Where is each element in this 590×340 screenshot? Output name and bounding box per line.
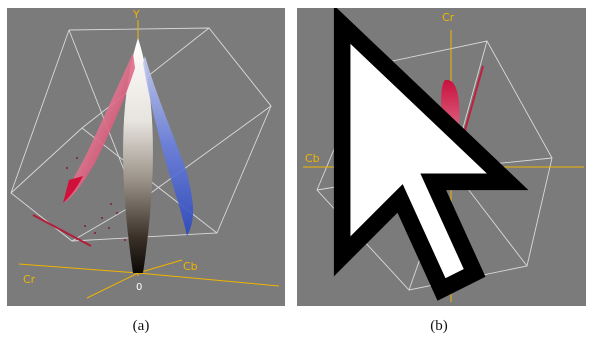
ycbcr-3d-view-panel[interactable]: Y Cr Cb 0	[7, 8, 285, 306]
red-cluster	[63, 53, 135, 203]
red-trail	[32, 214, 92, 247]
origin-label: 0	[136, 282, 143, 293]
cbcr-top-view-panel[interactable]: Cr Cb	[297, 8, 586, 306]
blue-cluster	[143, 56, 194, 236]
red-cluster-tip	[63, 176, 83, 203]
cr-axis-label: Cr	[23, 273, 36, 286]
cb-axis-label: Cb	[183, 260, 198, 273]
y-axis-label: Y	[133, 8, 140, 21]
luma-spindle	[123, 38, 153, 273]
scatter-dots	[66, 157, 126, 241]
mouse-cursor-icon	[333, 8, 529, 301]
caption-b: (b)	[430, 318, 448, 334]
caption-a: (a)	[132, 318, 150, 334]
cb-axis-label: Cb	[305, 152, 320, 165]
cr-axis-label: Cr	[442, 11, 455, 24]
ycbcr-3d-plot	[10, 20, 280, 299]
